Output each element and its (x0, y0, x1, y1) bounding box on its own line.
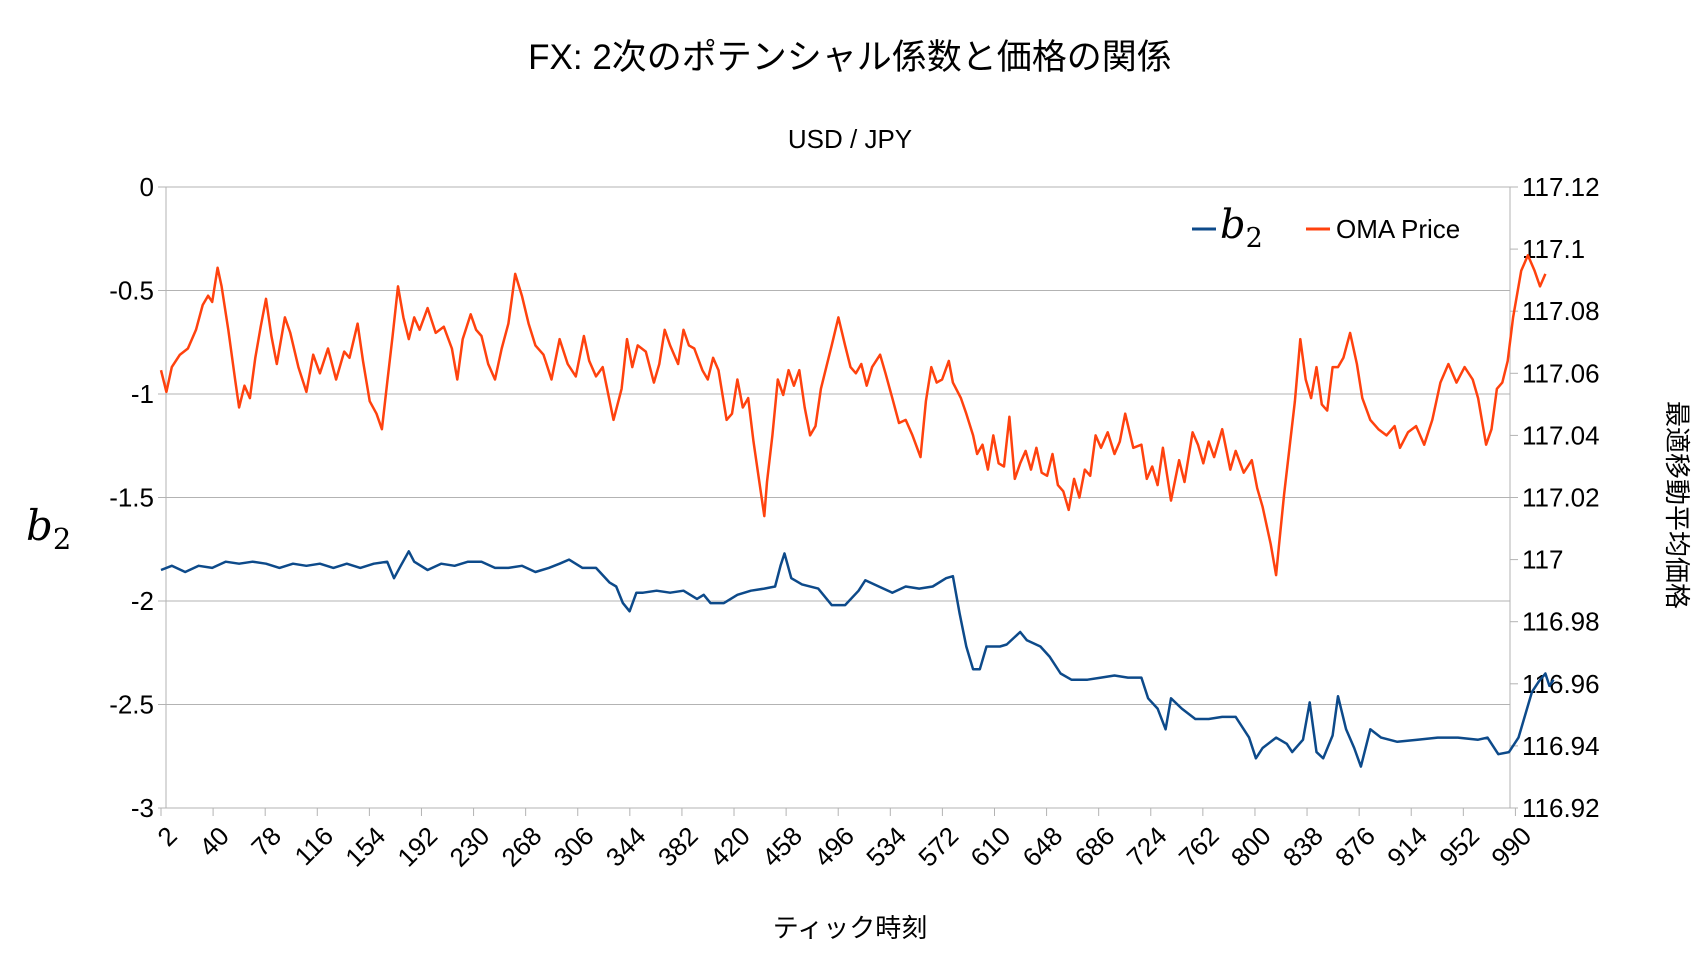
right-tick-label: 117.12 (1522, 172, 1600, 202)
legend: b2 OMA Price (1192, 202, 1460, 254)
left-tick-label: -3 (131, 793, 154, 823)
left-tick-label: 0 (140, 172, 154, 202)
series-line-oma-price (159, 254, 1547, 577)
right-tick-label: 116.96 (1522, 669, 1600, 699)
right-axis-ticks: 117.12 117.1 117.08 117.06 117.04 117.02 117 11… (1510, 172, 1600, 823)
right-tick-label: 117 (1522, 545, 1563, 575)
left-tick-label: -2.5 (109, 690, 154, 720)
right-tick-label: 116.98 (1522, 607, 1600, 637)
left-tick-label: -1.5 (109, 483, 154, 513)
series-line-b2 (160, 550, 1555, 768)
x-axis-title: ティック時刻 (773, 913, 927, 943)
left-tick-label: -1 (131, 379, 154, 409)
chart-title: FX: 2次のポテンシャル係数と価格の関係 (528, 38, 1172, 77)
right-axis-title: 最適移動平均価格 (1662, 401, 1692, 609)
left-axis-ticks: 0 -0.5 -1 -1.5 -2 -2.5 -3 (109, 172, 166, 823)
series-layer (159, 254, 1555, 768)
left-tick-label: -0.5 (109, 276, 154, 306)
left-tick-label: -2 (131, 586, 154, 616)
right-tick-label: 117.08 (1522, 296, 1600, 326)
right-tick-label: 117.06 (1522, 358, 1600, 388)
right-tick-label: 117.02 (1522, 483, 1600, 513)
legend-label-b2: b2 (1220, 202, 1263, 254)
legend-label-oma-price: OMA Price (1336, 214, 1460, 244)
right-tick-label: 117.04 (1522, 420, 1600, 450)
right-tick-label: 117.1 (1522, 234, 1585, 264)
chart-subtitle: USD / JPY (788, 124, 912, 154)
left-axis-title: b2 (26, 501, 71, 556)
right-tick-label: 116.92 (1522, 793, 1600, 823)
right-tick-label: 116.94 (1522, 731, 1600, 761)
